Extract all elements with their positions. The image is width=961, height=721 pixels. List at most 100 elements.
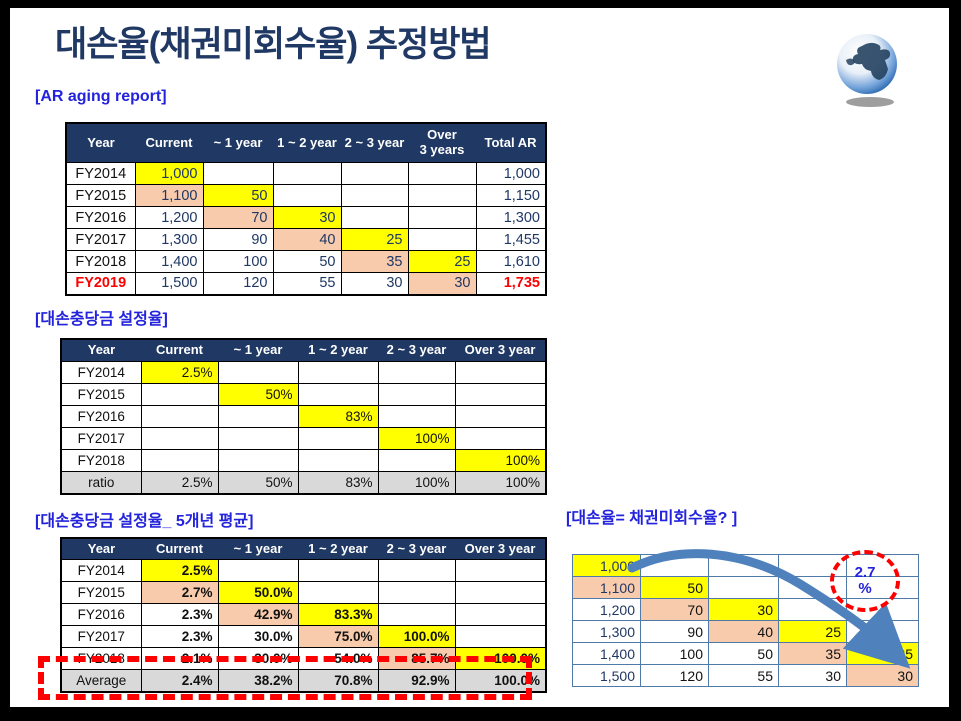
table-cell: 120 <box>640 664 709 687</box>
table-cell: 1,500 <box>572 664 641 687</box>
table-cell: 100 <box>640 642 709 665</box>
table-row: FY2018 100% <box>60 449 547 472</box>
table-row: FY2019 1,500 120 55 30 30 1,735 <box>65 272 547 295</box>
table-cell: 70 <box>640 598 709 621</box>
table-cell: 90 <box>640 620 709 643</box>
table-cell: 83.3% <box>297 603 379 626</box>
table-cell: 100% <box>454 449 547 472</box>
section-label-five-year-average: [대손충당금 설정율_ 5개년 평균] <box>35 513 254 530</box>
table-cell: 92.9% <box>377 669 456 692</box>
column-header: 1 ~ 2 year <box>298 538 378 560</box>
table-row: FY2017 2.3% 30.0% 75.0% 100.0% <box>60 625 547 648</box>
table-cell <box>140 427 219 450</box>
row-label: FY2017 <box>60 427 142 450</box>
table-cell: 50% <box>217 471 299 494</box>
table-cell <box>454 625 547 648</box>
table-cell: 1,400 <box>572 642 641 665</box>
table-cell: 50% <box>217 383 299 406</box>
table-cell <box>377 559 456 582</box>
table-cell: 54.0% <box>297 647 379 670</box>
table-cell: 1,200 <box>134 206 204 229</box>
table-cell: 30.0% <box>217 625 299 648</box>
table-row: FY2015 1,100 50 1,150 <box>65 184 547 207</box>
table-cell <box>454 581 547 604</box>
table-cell: 50 <box>708 642 779 665</box>
row-label: FY2014 <box>65 162 136 185</box>
table-cell: 50 <box>640 576 709 599</box>
section-label-allowance-rate: [대손충당금 설정율] <box>35 311 168 328</box>
column-header: Current <box>135 123 203 163</box>
table-cell <box>140 405 219 428</box>
table-cell <box>217 559 299 582</box>
globe-shadow <box>846 97 894 107</box>
table-cell <box>140 383 219 406</box>
table-cell: 50 <box>272 250 342 273</box>
table-cell <box>377 383 456 406</box>
row-label: FY2018 <box>65 250 136 273</box>
row-label: ratio <box>60 471 142 494</box>
table-cell: 35 <box>778 642 847 665</box>
rate-value: 2.7 <box>854 563 876 581</box>
table-cell: 30 <box>272 206 342 229</box>
table-cell: 100.0% <box>454 669 547 692</box>
table-cell: 1,000 <box>572 554 641 577</box>
table-cell <box>297 581 379 604</box>
table-cell: 1,400 <box>134 250 204 273</box>
table-cell: 30 <box>846 664 919 687</box>
table-cell <box>708 554 779 577</box>
column-header: 2 ~ 3 year <box>341 123 408 163</box>
table-cell: 1,100 <box>134 184 204 207</box>
table-row: FY2016 83% <box>60 405 547 428</box>
table-cell <box>407 206 477 229</box>
table-cell <box>272 162 342 185</box>
table-row: Average 2.4% 38.2% 70.8% 92.9% 100.0% <box>60 669 547 692</box>
column-header: ~ 1 year <box>218 538 298 560</box>
table-cell: 100.0% <box>454 647 547 670</box>
column-header: Year <box>61 538 141 560</box>
table-cell <box>340 162 409 185</box>
table-row: 1,500 120 55 30 30 <box>572 664 919 687</box>
table-row: FY2017 100% <box>60 427 547 450</box>
table-cell <box>272 184 342 207</box>
table-cell: 1,000 <box>475 162 547 185</box>
column-header: Current <box>141 339 218 362</box>
table-cell <box>454 361 547 384</box>
row-label: FY2015 <box>60 383 142 406</box>
row-label: FY2017 <box>60 625 142 648</box>
table-cell: 25 <box>340 228 409 251</box>
table-cell: 1,300 <box>572 620 641 643</box>
table-cell: 50 <box>202 184 274 207</box>
table-cell: 30 <box>778 664 847 687</box>
table-row: FY2018 2.1% 30.0% 54.0% 85.7% 100.0% <box>60 647 547 670</box>
table-cell: 38.2% <box>217 669 299 692</box>
table-row: 1,400 100 50 35 25 <box>572 642 919 665</box>
row-label: FY2018 <box>60 449 142 472</box>
row-label: Average <box>60 669 142 692</box>
rate-highlight-circle: 2.7 % <box>830 550 900 612</box>
table-cell: 2.3% <box>140 625 219 648</box>
table-row: 1,300 90 40 25 <box>572 620 919 643</box>
table-cell: 75.0% <box>297 625 379 648</box>
table-row: FY2018 1,400 100 50 35 25 1,610 <box>65 250 547 273</box>
table-cell: 1,200 <box>572 598 641 621</box>
column-header: ~ 1 year <box>203 123 273 163</box>
table-cell <box>640 554 709 577</box>
table-cell: 42.9% <box>217 603 299 626</box>
table-cell: 100.0% <box>377 625 456 648</box>
row-label: FY2015 <box>65 184 136 207</box>
table-cell <box>708 576 779 599</box>
table-cell <box>407 228 477 251</box>
header-row: Year Current ~ 1 year 1 ~ 2 year 2 ~ 3 year O… <box>66 123 546 163</box>
table-cell <box>377 581 456 604</box>
column-header: 2 ~ 3 year <box>378 339 455 362</box>
table-cell: 25 <box>846 642 919 665</box>
table-cell <box>377 449 456 472</box>
table-cell <box>454 427 547 450</box>
ar-aging-table: Year Current ~ 1 year 1 ~ 2 year 2 ~ 3 year O… <box>65 122 547 296</box>
table-row: FY2014 2.5% <box>60 361 547 384</box>
table-cell <box>202 162 274 185</box>
table-cell <box>340 184 409 207</box>
table-cell: 90 <box>202 228 274 251</box>
table-row: FY2015 2.7% 50.0% <box>60 581 547 604</box>
row-label: FY2018 <box>60 647 142 670</box>
